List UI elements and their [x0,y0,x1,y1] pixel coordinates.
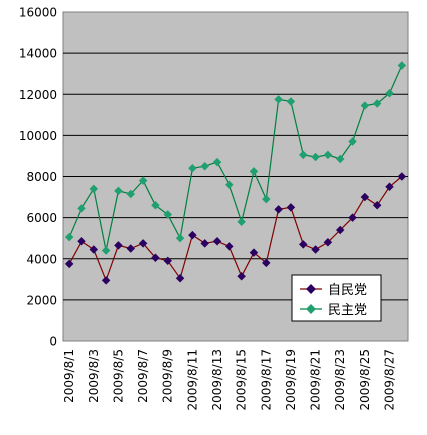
data-point [138,239,148,248]
x-tick-label: 2009/8/23 [333,349,347,411]
data-point [175,274,185,283]
data-point [262,258,271,268]
series-1 [64,61,407,255]
x-tick-label: 2009/8/27 [383,349,397,411]
data-point [89,245,99,254]
series-0 [64,172,407,285]
legend-label-series-0: 自民党 [328,283,367,298]
x-tick-label: 2009/8/25 [358,349,372,411]
data-point [89,184,99,194]
data-point [262,194,271,204]
y-tick-label: 0 [49,335,57,349]
data-point [372,201,382,210]
x-tick-label: 2009/8/11 [185,349,199,411]
data-point [225,180,234,189]
series-line-1 [68,65,403,251]
y-tick-label: 12000 [19,88,57,102]
data-point [212,237,222,246]
data-point [311,152,320,162]
data-point [200,161,209,171]
data-point [348,137,357,146]
data-point [360,101,370,110]
y-tick-label: 8000 [26,170,57,184]
data-point [225,242,234,251]
data-point [200,239,209,248]
data-point [188,230,197,240]
data-point [385,182,394,192]
data-point [323,150,333,160]
y-tick-label: 16000 [19,6,57,20]
x-tick-label: 2009/8/5 [111,349,125,403]
data-point [360,192,370,202]
x-tick-label: 2009/8/9 [161,349,175,403]
data-point [126,189,136,199]
series-line-0 [68,176,403,283]
data-point [64,259,74,269]
data-point [299,150,308,160]
y-tick-label: 2000 [26,293,57,307]
series-layer [64,61,407,285]
x-tick-label: 2009/8/13 [210,349,224,411]
legend-box [291,274,382,322]
legend-marker-series-0 [306,284,316,294]
data-point [299,240,308,249]
data-point [335,225,345,235]
data-point [101,276,111,285]
y-tick-label: 4000 [26,252,57,266]
data-point [138,176,148,185]
data-point [274,205,283,214]
data-point [286,97,296,106]
data-point [126,244,136,253]
legend-marker-series-1 [306,304,316,314]
x-tick-label: 2009/8/15 [235,349,249,411]
x-tick-label: 2009/8/7 [136,349,150,403]
data-point [151,201,160,210]
y-axis-tick-labels: 0 2000 4000 6000 8000 10000 12000 14000 16000 [19,6,57,349]
data-point [274,95,283,104]
x-axis-tick-labels: 2009/8/1 2009/8/3 2009/8/5 2009/8/7 2009/8/9… [62,349,396,411]
data-point [385,88,394,98]
data-point [114,186,123,196]
x-tick-label: 2009/8/19 [284,349,298,411]
y-tick-label: 14000 [19,47,57,61]
data-point [335,154,345,164]
data-point [77,237,86,246]
data-point [237,217,246,226]
x-tick-label: 2009/8/17 [259,349,273,411]
data-point [237,271,246,281]
data-point [311,245,320,254]
data-point [348,213,357,222]
data-point [212,157,222,167]
data-point [286,203,296,212]
data-point [175,233,185,243]
data-point [323,238,333,247]
data-point [114,241,123,250]
data-point [397,172,407,181]
data-point [397,61,407,70]
legend-label-series-1: 民主党 [328,303,367,318]
data-point [64,232,74,242]
data-point [372,99,382,108]
data-point [163,256,172,266]
y-tick-label: 6000 [26,211,57,225]
data-point [249,248,259,257]
data-point [101,246,111,255]
y-tick-label: 10000 [19,129,57,143]
data-point [249,167,259,176]
data-point [188,164,197,173]
x-tick-label: 2009/8/1 [62,349,76,403]
data-point [163,210,172,219]
legend: 自民党 民主党 [291,274,382,322]
x-tick-label: 2009/8/3 [87,349,101,403]
data-point [77,204,86,213]
x-tick-label: 2009/8/21 [309,349,323,411]
